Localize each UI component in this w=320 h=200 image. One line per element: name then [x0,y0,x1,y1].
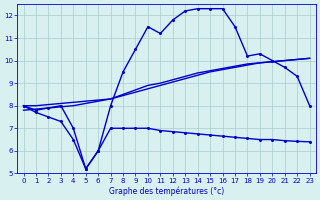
X-axis label: Graphe des températures (°c): Graphe des températures (°c) [109,186,224,196]
